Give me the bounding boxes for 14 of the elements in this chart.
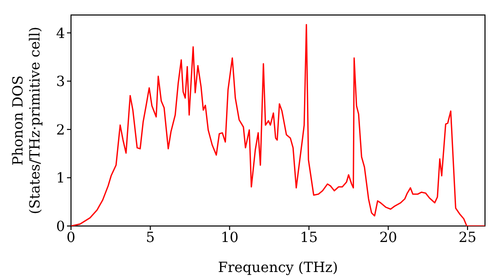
x-tick-label: 0 (66, 230, 76, 246)
y-tick-label: 0 (56, 218, 65, 235)
y-tick-label: 4 (56, 26, 66, 42)
y-tick-label: 3 (56, 74, 65, 90)
line-series (71, 24, 485, 226)
x-tick-label: 15 (300, 230, 318, 246)
x-tick-label: 5 (146, 230, 155, 246)
x-tick-label: 25 (458, 230, 476, 246)
x-axis-title: Frequency (THz) (218, 260, 338, 276)
y-tick-label: 2 (56, 122, 65, 138)
x-tick-label: 10 (220, 230, 239, 246)
y-axis-title: Phonon DOS (States/THz·primitive cell) (10, 26, 44, 214)
y-tick-label: 1 (56, 170, 65, 187)
x-tick-label: 20 (379, 230, 398, 246)
